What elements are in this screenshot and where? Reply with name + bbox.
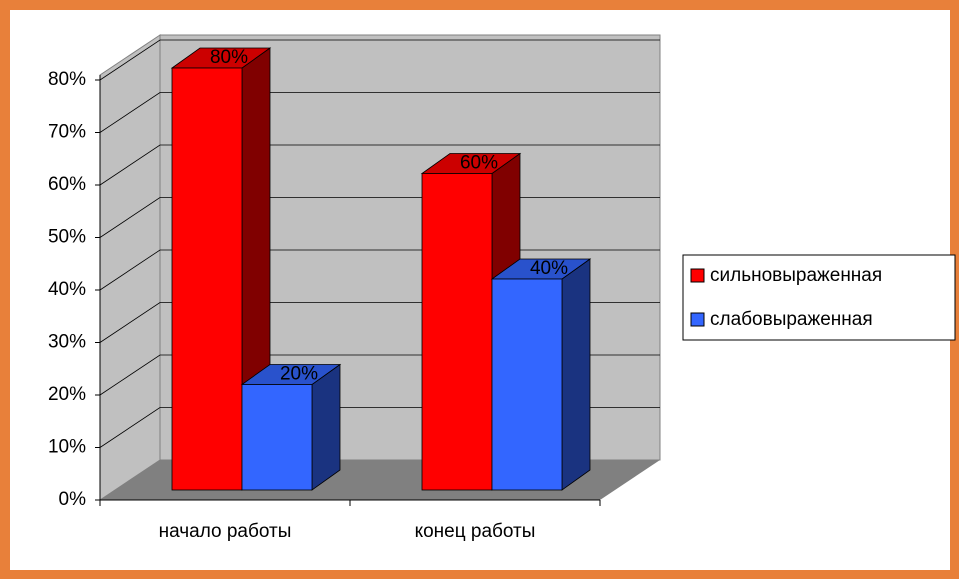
legend-label: сильновыраженная — [710, 265, 882, 286]
value-label: 20% — [280, 364, 318, 385]
legend — [682, 254, 956, 341]
y-tick-label: 20% — [48, 384, 86, 405]
y-tick-label: 60% — [48, 174, 86, 195]
y-tick-label: 10% — [48, 437, 86, 458]
bar — [491, 278, 563, 491]
value-label: 60% — [460, 153, 498, 174]
y-tick-label: 80% — [48, 69, 86, 90]
y-tick-label: 50% — [48, 227, 86, 248]
y-tick-label: 30% — [48, 332, 86, 353]
legend-label: слабовыраженная — [710, 309, 873, 330]
x-tick-label: начало работы — [159, 521, 292, 542]
bar — [241, 384, 313, 491]
legend-swatch — [690, 312, 705, 327]
y-tick-label: 0% — [59, 489, 87, 510]
value-label: 40% — [530, 258, 568, 279]
grid-line — [99, 144, 660, 186]
side-wall — [99, 34, 161, 501]
y-tick-label: 70% — [48, 122, 86, 143]
bar — [421, 173, 493, 491]
x-tick-label: конец работы — [415, 521, 536, 542]
grid-line — [99, 39, 660, 81]
legend-swatch — [690, 268, 705, 283]
bar-side — [561, 258, 591, 491]
y-tick-label: 40% — [48, 279, 86, 300]
bar — [171, 67, 243, 491]
grid-line — [99, 92, 660, 133]
value-label: 80% — [210, 47, 248, 68]
